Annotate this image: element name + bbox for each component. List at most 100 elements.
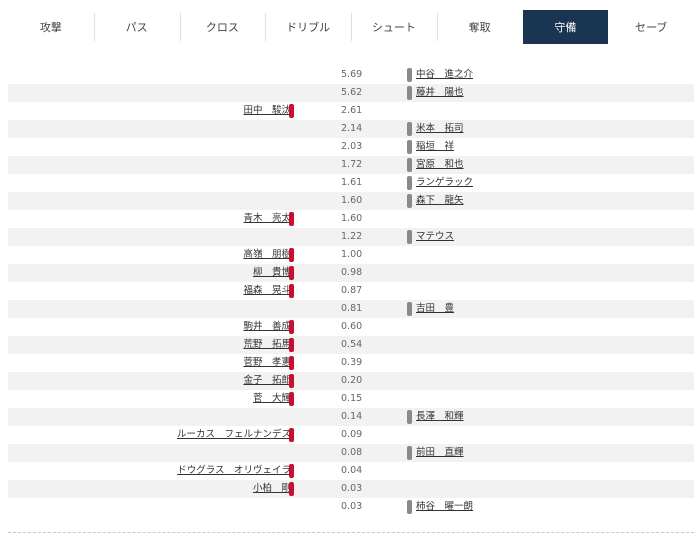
stat-value: 1.22 [341,231,363,242]
stat-value: 0.39 [341,357,363,368]
player-name-link[interactable]: 前田 直輝 [416,447,464,458]
tab-7[interactable]: セーブ [634,21,668,34]
player-row: 0.03 柿谷 曜一朗 [8,498,694,516]
stat-value: 2.61 [341,105,363,116]
team-color-bar [289,266,294,280]
team-color-bar [407,410,412,424]
player-name-link[interactable]: 福森 晃斗 [243,285,291,296]
team-color-bar [407,140,412,154]
stat-category-tabs: 攻撃 パス クロス ドリブル シュート 奪取 守備 セーブ [8,10,694,44]
team-color-bar [289,428,294,442]
team-color-bar [407,158,412,172]
player-row: ドウグラス オリヴェイラ 0.04 [8,462,694,480]
stat-value: 2.14 [341,123,363,134]
player-name-link[interactable]: 駒井 善成 [243,321,291,332]
player-name-link[interactable]: 長澤 和輝 [416,411,464,422]
tab-1[interactable]: パス [93,10,180,44]
stat-value: 0.81 [341,303,363,314]
team-color-bar [289,338,294,352]
player-row: 青木 亮太 1.60 [8,210,694,228]
player-row: 金子 拓郎 0.20 [8,372,694,390]
team-color-bar [289,212,294,226]
player-name-link[interactable]: 青木 亮太 [243,213,291,224]
player-name-link[interactable]: 菅 大輝 [252,393,291,404]
player-row: 1.72 宮原 和也 [8,156,694,174]
team-color-bar [407,194,412,208]
player-name-link[interactable]: 藤井 陽也 [416,87,464,98]
player-row: 小柏 剛 0.03 [8,480,694,498]
stat-value: 0.15 [341,393,363,404]
player-row: 菅 大輝 0.15 [8,390,694,408]
team-color-bar [407,86,412,100]
stat-value: 5.62 [341,87,363,98]
player-name-link[interactable]: 菅野 孝憲 [243,357,291,368]
tab-4[interactable]: シュート [351,10,437,44]
stat-value: 2.03 [341,141,363,152]
player-name-link[interactable]: 米本 拓司 [416,123,464,134]
player-ranking-list: 5.69 中谷 進之介 5.62 藤井 陽也田中 駿汰 2.61 2.14 米本 拓司 2.0… [8,66,694,516]
player-row: 0.08 前田 直輝 [8,444,694,462]
team-color-bar [289,356,294,370]
player-name-link[interactable]: 森下 龍矢 [416,195,464,206]
player-name-link[interactable]: 荒野 拓馬 [243,339,291,350]
team-color-bar [289,284,294,298]
player-row: 駒井 善成 0.60 [8,318,694,336]
player-row: 田中 駿汰 2.61 [8,102,694,120]
team-color-bar [289,320,294,334]
player-row: 1.22 マテウス [8,228,694,246]
stat-value: 0.08 [341,447,363,458]
team-color-bar [289,248,294,262]
player-name-link[interactable]: ドウグラス オリヴェイラ [177,465,291,476]
player-row: ルーカス フェルナンデス 0.09 [8,426,694,444]
player-row: 5.62 藤井 陽也 [8,84,694,102]
tab-0[interactable]: 攻撃 [39,21,62,34]
team-color-bar [407,446,412,460]
team-color-bar [289,374,294,388]
team-color-bar [407,230,412,244]
player-row: 0.14 長澤 和輝 [8,408,694,426]
team-color-bar [407,176,412,190]
player-row: 荒野 拓馬 0.54 [8,336,694,354]
tab-6[interactable]: 守備 [522,10,609,44]
stat-value: 0.54 [341,339,363,350]
player-name-link[interactable]: 田中 駿汰 [243,105,291,116]
stat-value: 1.60 [341,195,363,206]
stat-value: 1.00 [341,249,363,260]
player-name-link[interactable]: 金子 拓郎 [243,375,291,386]
tab-3[interactable]: ドリブル [265,10,351,44]
stat-value: 0.03 [341,483,363,494]
player-row: 2.14 米本 拓司 [8,120,694,138]
player-row: 高嶺 朋樹 1.00 [8,246,694,264]
team-color-bar [289,482,294,496]
player-name-link[interactable]: 中谷 進之介 [416,69,474,80]
team-color-bar [407,122,412,136]
player-row: 2.03 稲垣 祥 [8,138,694,156]
stat-value: 0.20 [341,375,363,386]
tab-5[interactable]: 奪取 [436,10,523,44]
stat-value: 0.03 [341,501,363,512]
player-name-link[interactable]: 吉田 豊 [416,303,455,314]
stat-value: 0.87 [341,285,363,296]
player-name-link[interactable]: 柳 貴博 [252,267,291,278]
stat-value: 0.14 [341,411,363,422]
player-row: 5.69 中谷 進之介 [8,66,694,84]
stat-value: 1.61 [341,177,363,188]
player-name-link[interactable]: 宮原 和也 [416,159,464,170]
player-name-link[interactable]: 高嶺 朋樹 [243,249,291,260]
player-name-link[interactable]: 稲垣 祥 [416,141,455,152]
player-name-link[interactable]: マテウス [416,231,455,242]
team-color-bar [289,392,294,406]
stat-value: 5.69 [341,69,363,80]
player-row: 1.60 森下 龍矢 [8,192,694,210]
divider [8,532,694,533]
player-name-link[interactable]: ランゲラック [416,177,474,188]
player-row: 0.81 吉田 豊 [8,300,694,318]
stat-value: 1.60 [341,213,363,224]
stat-value: 0.09 [341,429,363,440]
team-color-bar [289,464,294,478]
player-name-link[interactable]: 柿谷 曜一朗 [416,501,474,512]
tab-2[interactable]: クロス [179,10,266,44]
player-row: 菅野 孝憲 0.39 [8,354,694,372]
player-name-link[interactable]: 小柏 剛 [252,483,291,494]
player-name-link[interactable]: ルーカス フェルナンデス [176,429,291,440]
